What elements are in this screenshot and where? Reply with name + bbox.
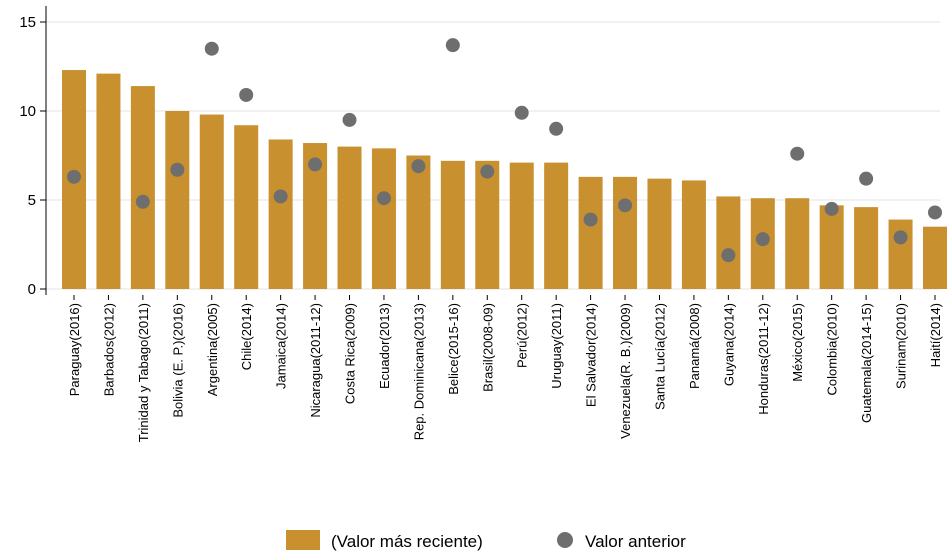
- x-tick-label: Trinidad y Tabago(2011): [136, 303, 151, 442]
- scatter-point: [790, 146, 805, 161]
- scatter-point: [445, 38, 460, 53]
- scatter-point: [514, 105, 529, 120]
- bar: [165, 111, 190, 289]
- y-axis: 0 5 10 15: [19, 6, 47, 298]
- scatter-point: [583, 212, 598, 227]
- y-tick-label: 15: [19, 14, 36, 31]
- bar: [613, 176, 638, 289]
- x-tick-label: Belice(2015-16): [446, 303, 461, 395]
- scatter-point: [342, 112, 357, 127]
- scatter-point: [204, 41, 219, 56]
- bar: [854, 207, 879, 289]
- scatter-point: [67, 169, 81, 184]
- legend: (Valor más reciente) Valor anterior: [286, 530, 686, 551]
- bar: [819, 205, 844, 289]
- x-tick-label: Santa Lucía(2012): [652, 303, 667, 410]
- legend-label-dot: Valor anterior: [585, 532, 686, 551]
- legend-swatch-bar: [286, 530, 320, 550]
- bar: [96, 73, 121, 290]
- x-tick-label: Colombia(2010): [825, 303, 840, 396]
- x-tick-label: Bolivia (E. P.)(2016): [170, 303, 185, 418]
- x-tick-label: Nicaragua(2011-12): [308, 303, 323, 418]
- bar: [681, 180, 706, 289]
- x-tick-label: Chile(2014): [239, 303, 254, 370]
- bar: [544, 162, 569, 289]
- legend-label-bar: (Valor más reciente): [331, 532, 483, 551]
- scatter-point: [859, 171, 874, 186]
- x-tick-label: Argentina(2005): [205, 303, 220, 396]
- legend-swatch-dot: [557, 532, 573, 548]
- x-tick-label: Haití(2014): [928, 303, 943, 367]
- x-tick-label: Costa Rica(2009): [343, 303, 358, 404]
- scatter-point: [273, 189, 288, 204]
- scatter-point: [618, 198, 633, 213]
- x-tick-label: Guatemala(2014-15): [859, 303, 874, 423]
- scatter-point: [928, 205, 942, 220]
- x-tick-label: Panamá(2008): [687, 303, 702, 389]
- bar: [440, 160, 465, 289]
- scatter-series: [67, 38, 942, 263]
- bar: [509, 162, 534, 289]
- x-tick-label: Jamaica(2014): [274, 303, 289, 389]
- scatter-point: [376, 191, 391, 206]
- x-tick-label: Perú(2012): [515, 303, 530, 368]
- scatter-point: [480, 164, 495, 179]
- scatter-point: [239, 87, 254, 102]
- x-tick-label: Uruguay(2011): [549, 303, 564, 389]
- x-tick-label: Barbados(2012): [101, 303, 116, 396]
- scatter-point: [308, 157, 323, 172]
- bar: [923, 226, 947, 289]
- x-tick-label: Paraguay(2016): [67, 303, 82, 396]
- bar: [371, 148, 396, 289]
- bar: [785, 198, 810, 289]
- y-tick-label: 0: [28, 281, 36, 298]
- bar: [578, 176, 603, 289]
- scatter-point: [549, 121, 564, 136]
- bar: [888, 219, 913, 289]
- bar: [647, 178, 672, 289]
- bar: [130, 86, 155, 289]
- x-tick-label: Venezuela(R. B.)(2009): [618, 303, 633, 439]
- bar: [234, 125, 259, 290]
- x-tick-label: Honduras(2011-12): [756, 303, 771, 415]
- scatter-point: [135, 194, 150, 209]
- bar-series: [62, 70, 947, 290]
- x-tick-label: Rep. Dominicana(2013): [411, 303, 426, 440]
- x-axis-labels: Paraguay(2016) Barbados(2012) Trinidad y T…: [67, 295, 943, 442]
- x-tick-label: El Salvador(2014): [584, 303, 599, 407]
- bar: [716, 196, 741, 289]
- scatter-point: [721, 248, 736, 263]
- y-tick-label: 10: [19, 103, 36, 120]
- x-tick-label: Guyana(2014): [721, 303, 736, 386]
- x-tick-label: México(2015): [790, 303, 805, 382]
- scatter-point: [755, 232, 770, 247]
- bar: [406, 155, 431, 289]
- bar: [475, 160, 500, 289]
- scatter-point: [893, 230, 908, 245]
- scatter-point: [411, 159, 426, 174]
- bar: [268, 139, 293, 289]
- y-tick-label: 5: [28, 192, 36, 209]
- bar: [337, 146, 362, 289]
- x-tick-label: Ecuador(2013): [377, 303, 392, 389]
- bar: [199, 114, 224, 289]
- x-tick-label: Brasil(2008-09): [480, 303, 495, 392]
- x-tick-label: Surinam(2010): [894, 303, 909, 389]
- scatter-point: [824, 201, 839, 216]
- scatter-point: [170, 162, 185, 177]
